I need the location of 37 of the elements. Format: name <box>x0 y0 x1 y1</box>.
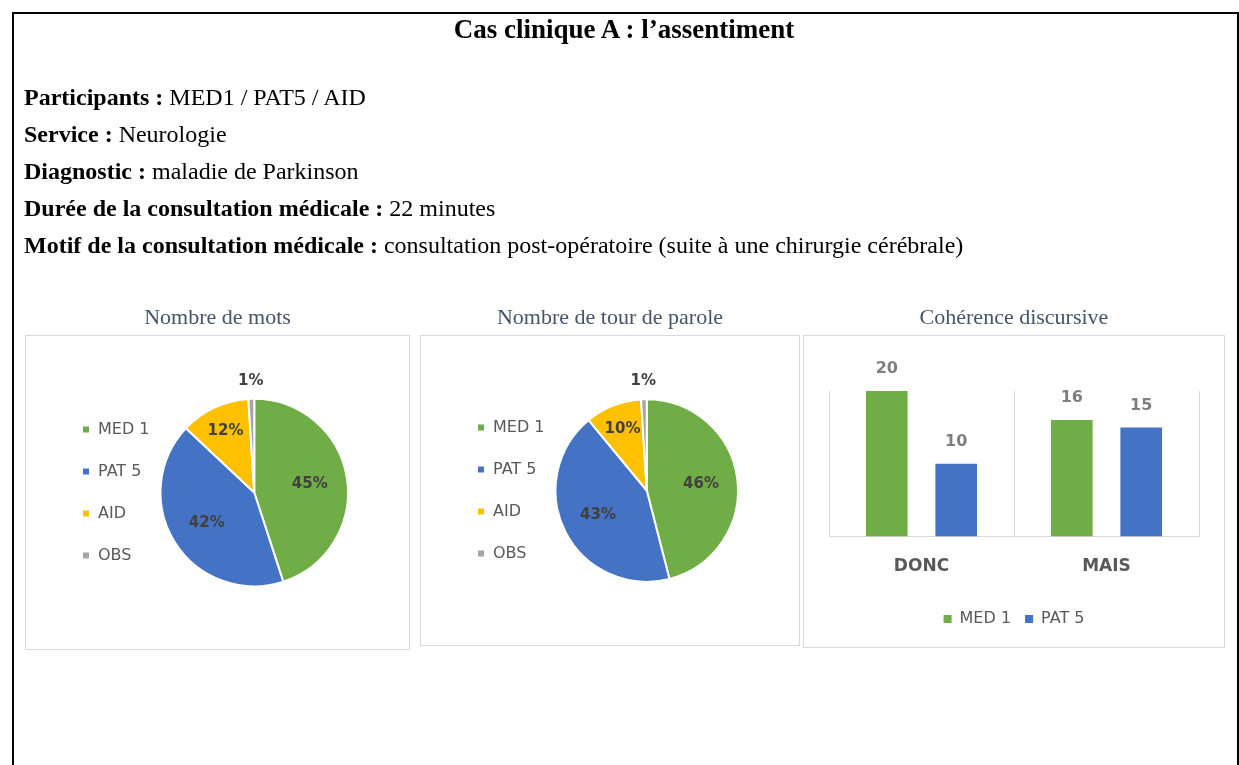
legend-label: MED 1 <box>98 418 150 438</box>
bar <box>1051 420 1093 537</box>
data-label: 16 <box>1060 387 1083 407</box>
chart-title: Cohérence discursive <box>918 303 1110 331</box>
data-label: 1% <box>238 370 264 389</box>
legend-label: MED 1 <box>493 416 545 436</box>
x-tick-label: MAIS <box>1082 555 1131 576</box>
text: Service : Neurologie <box>24 121 227 147</box>
bar <box>935 463 977 537</box>
data-label: 43% <box>580 505 616 524</box>
data-label: 12% <box>207 421 244 440</box>
legend-label: AID <box>493 500 521 520</box>
legend-label: PAT 5 <box>1041 608 1085 628</box>
chart-title: Nombre de mots <box>143 303 292 331</box>
data-label: 1% <box>630 371 657 390</box>
legend-label: PAT 5 <box>98 460 142 480</box>
data-label: 42% <box>188 512 225 531</box>
legend-label: OBS <box>98 544 132 564</box>
data-label: 20 <box>875 358 898 378</box>
bar <box>866 391 908 537</box>
text: Durée de la consultation médicale : 22 minutes <box>24 195 496 221</box>
data-label: 10% <box>604 419 641 438</box>
chart-title: Nombre de tour de parole <box>496 303 724 331</box>
legend-label: MED 1 <box>959 608 1012 628</box>
text: Participants : MED1 / PAT5 / AID <box>24 84 366 110</box>
bar <box>1120 427 1162 537</box>
text: Motif de la consultation médicale : consultation post-opératoire (suite à une chirurgie cérébrale) <box>24 232 964 258</box>
x-tick-label: DONC <box>893 555 950 576</box>
legend-label: PAT 5 <box>493 458 537 478</box>
data-label: 46% <box>683 473 720 492</box>
text: Cas clinique A : l’assentiment <box>452 14 796 45</box>
legend-label: AID <box>98 502 126 522</box>
data-label: 15 <box>1130 394 1153 414</box>
data-label: 45% <box>291 473 328 492</box>
text: Diagnostic : maladie de Parkinson <box>24 158 359 184</box>
data-label: 10 <box>945 430 968 450</box>
legend-label: OBS <box>493 542 527 562</box>
